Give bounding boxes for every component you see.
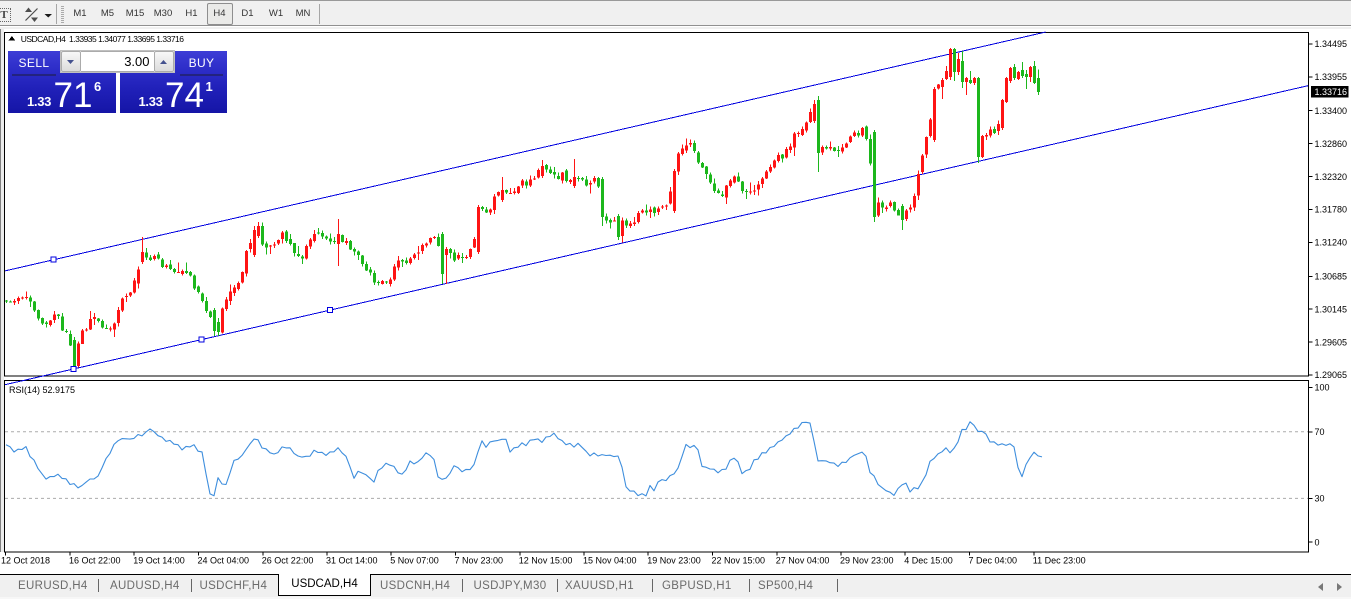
svg-text:0: 0 [1315,537,1320,547]
svg-text:29 Nov 23:00: 29 Nov 23:00 [840,556,894,566]
svg-text:30: 30 [1315,494,1325,504]
svg-text:100: 100 [1315,383,1330,393]
svg-text:7 Dec 04:00: 7 Dec 04:00 [969,556,1018,566]
svg-text:27 Nov 04:00: 27 Nov 04:00 [776,556,830,566]
svg-text:24 Oct 04:00: 24 Oct 04:00 [198,556,250,566]
svg-text:4 Dec 15:00: 4 Dec 15:00 [904,556,953,566]
svg-text:5 Nov 07:00: 5 Nov 07:00 [390,556,439,566]
svg-text:70: 70 [1315,427,1325,437]
svg-text:RSI(14) 52.9175: RSI(14) 52.9175 [9,385,75,395]
svg-text:19 Oct 14:00: 19 Oct 14:00 [133,556,185,566]
svg-text:1.33400: 1.33400 [1315,106,1348,116]
svg-text:26 Oct 22:00: 26 Oct 22:00 [262,556,314,566]
svg-text:12 Nov 15:00: 12 Nov 15:00 [519,556,573,566]
svg-text:22 Nov 15:00: 22 Nov 15:00 [712,556,766,566]
svg-text:19 Nov 23:00: 19 Nov 23:00 [647,556,701,566]
svg-text:1.33716: 1.33716 [1315,87,1348,97]
svg-text:15 Nov 04:00: 15 Nov 04:00 [583,556,637,566]
svg-text:1.31240: 1.31240 [1315,238,1348,248]
svg-text:16 Oct 22:00: 16 Oct 22:00 [69,556,121,566]
svg-text:31 Oct 14:00: 31 Oct 14:00 [326,556,378,566]
svg-text:1.32320: 1.32320 [1315,172,1348,182]
svg-text:1.30145: 1.30145 [1315,304,1348,314]
svg-text:7 Nov 23:00: 7 Nov 23:00 [455,556,504,566]
svg-text:1.31780: 1.31780 [1315,205,1348,215]
svg-text:1.33955: 1.33955 [1315,72,1348,82]
svg-text:1.30685: 1.30685 [1315,272,1348,282]
svg-text:1.32860: 1.32860 [1315,139,1348,149]
svg-text:12 Oct 2018: 12 Oct 2018 [1,556,50,566]
svg-text:11 Dec 23:00: 11 Dec 23:00 [1033,556,1086,566]
svg-text:USDCAD,H4 1.33935 1.34077 1.3: USDCAD,H4 1.33935 1.34077 1.33695 1.3371… [21,34,185,44]
svg-text:1.29605: 1.29605 [1315,337,1348,347]
svg-text:1.34495: 1.34495 [1315,39,1348,49]
svg-text:1.29065: 1.29065 [1315,370,1348,380]
